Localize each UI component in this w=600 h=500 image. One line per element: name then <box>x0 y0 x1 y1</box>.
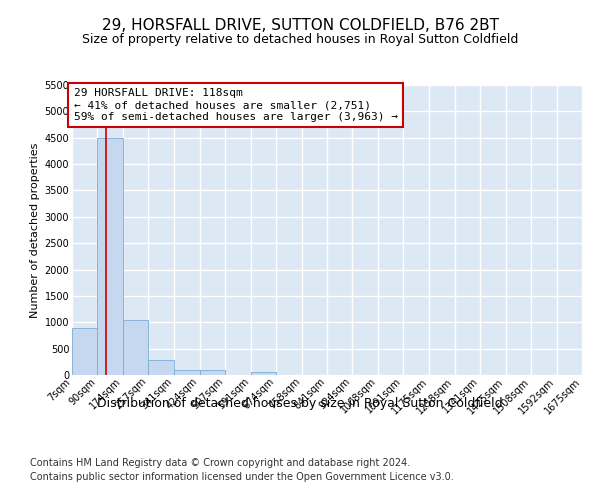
Text: Size of property relative to detached houses in Royal Sutton Coldfield: Size of property relative to detached ho… <box>82 32 518 46</box>
Y-axis label: Number of detached properties: Number of detached properties <box>31 142 40 318</box>
Bar <box>123 320 148 375</box>
Bar <box>251 372 276 375</box>
Text: 29 HORSFALL DRIVE: 118sqm
← 41% of detached houses are smaller (2,751)
59% of se: 29 HORSFALL DRIVE: 118sqm ← 41% of detac… <box>74 88 398 122</box>
Text: Contains public sector information licensed under the Open Government Licence v3: Contains public sector information licen… <box>30 472 454 482</box>
Text: 29, HORSFALL DRIVE, SUTTON COLDFIELD, B76 2BT: 29, HORSFALL DRIVE, SUTTON COLDFIELD, B7… <box>101 18 499 32</box>
Text: Distribution of detached houses by size in Royal Sutton Coldfield: Distribution of detached houses by size … <box>97 398 503 410</box>
Bar <box>148 360 174 375</box>
Bar <box>199 370 225 375</box>
Bar <box>174 370 199 375</box>
Bar <box>72 328 97 375</box>
Text: Contains HM Land Registry data © Crown copyright and database right 2024.: Contains HM Land Registry data © Crown c… <box>30 458 410 468</box>
Bar <box>97 138 123 375</box>
